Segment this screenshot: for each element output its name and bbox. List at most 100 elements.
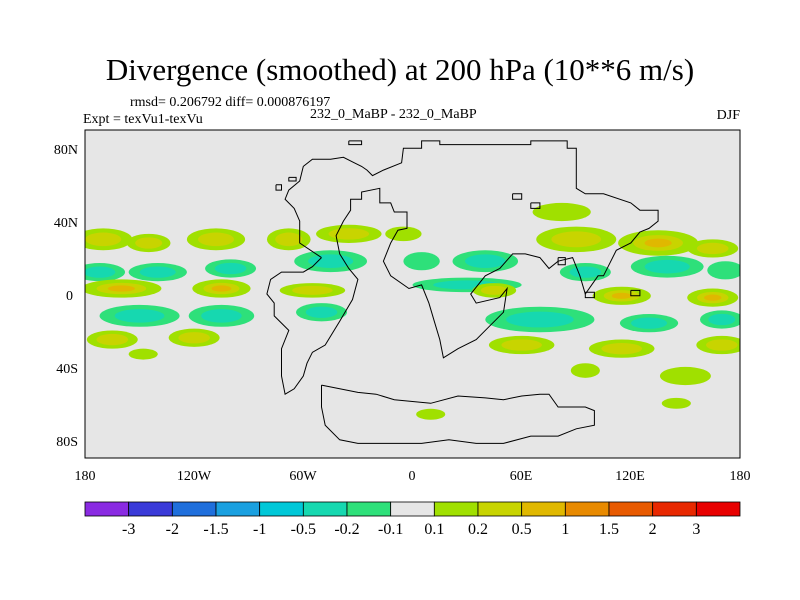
contour-level	[214, 262, 247, 275]
coastline-island	[348, 140, 363, 146]
contour-blob	[687, 239, 739, 258]
contour-level	[532, 202, 591, 222]
colorbar-swatch	[259, 501, 304, 517]
coastline-antarctica	[321, 384, 595, 444]
contour-level	[569, 266, 602, 278]
colorbar-label: -0.5	[291, 521, 316, 538]
colorbar-swatch	[652, 501, 697, 517]
season-text: DJF	[716, 108, 740, 123]
contour-level	[139, 266, 176, 278]
colorbar-swatch	[346, 501, 392, 517]
contour-level	[570, 363, 600, 378]
latitude-axis: 80N 40N 0 40S 80S	[54, 143, 78, 450]
colorbar-label: 3	[692, 521, 700, 538]
contour-blob	[532, 202, 591, 222]
contour-level	[551, 231, 602, 248]
colorbar-swatch	[477, 501, 523, 517]
contour-blob	[570, 363, 600, 378]
contour-blob	[536, 226, 617, 253]
contour-level	[178, 332, 210, 344]
contour-blob	[661, 397, 691, 409]
contour-level	[114, 309, 165, 323]
contour-level	[416, 408, 446, 420]
period-text: 232_0_MaBP - 232_0_MaBP	[310, 107, 477, 122]
contour-blob	[630, 255, 704, 278]
coastline-island	[512, 193, 523, 200]
contour-level	[328, 228, 370, 240]
contour-blob	[128, 263, 187, 282]
contour-level	[211, 285, 232, 292]
contour-level	[85, 266, 116, 278]
colorbar-label: -1	[253, 521, 266, 538]
contour-level	[464, 254, 506, 268]
contour-blob	[186, 228, 246, 251]
contour-blob	[452, 250, 519, 273]
contour-blob	[588, 339, 655, 358]
coastline-island	[275, 184, 282, 191]
colorbar-label: 0.5	[512, 521, 532, 538]
contour-blob	[266, 228, 311, 251]
lat-tick-0: 0	[66, 289, 73, 304]
lon-tick-120W: 120W	[177, 469, 212, 484]
colorbar-swatch	[433, 501, 479, 517]
contour-level	[704, 294, 722, 301]
contour-blob	[559, 263, 611, 282]
contour-level	[707, 261, 740, 280]
map-title: Divergence (smoothed) at 200 hPa (10**6 …	[105, 52, 695, 87]
contour-blob	[296, 303, 347, 322]
contour-blob	[294, 250, 368, 273]
contour-blob	[696, 335, 740, 355]
contour-level	[659, 366, 711, 386]
contour-blob	[205, 259, 257, 278]
contour-level	[201, 309, 242, 323]
contour-level	[611, 292, 632, 299]
contour-blob	[699, 310, 740, 329]
colorbar-label: 0.1	[424, 521, 444, 538]
colorbar-label: 1	[561, 521, 569, 538]
contour-level	[292, 285, 333, 295]
contour-level	[644, 238, 672, 248]
colorbar-label: 1.5	[599, 521, 619, 538]
coastline-main	[266, 140, 659, 395]
contour-blob	[126, 233, 171, 253]
experiment-text: Expt = texVu1-texVu	[83, 112, 203, 127]
contour-level	[501, 339, 542, 351]
coastline-island	[288, 176, 297, 182]
contour-blob	[316, 224, 382, 243]
lon-tick-180w: 180	[75, 469, 96, 484]
lat-tick-40N: 40N	[54, 216, 78, 231]
colorbar-swatch	[521, 501, 566, 517]
contour-level	[128, 348, 158, 360]
colorbar-label: -3	[122, 521, 135, 538]
contour-level	[308, 254, 354, 268]
contour-blob	[85, 263, 126, 282]
contour-level	[644, 259, 690, 274]
contour-level	[708, 313, 736, 326]
contour-blob	[592, 286, 651, 305]
colorbar-label: -0.2	[334, 521, 359, 538]
colorbar-swatch	[302, 501, 348, 517]
contour-blob	[128, 348, 158, 360]
contour-blob	[85, 279, 162, 298]
colorbar-label: 0.2	[468, 521, 488, 538]
colorbar-label: -1.5	[203, 521, 228, 538]
colorbar-swatch	[390, 501, 435, 517]
contour-level	[630, 317, 668, 329]
contour-blob	[86, 330, 138, 349]
contour-blob	[188, 304, 255, 327]
lat-tick-80S: 80S	[56, 435, 78, 450]
colorbar: -3 -2 -1.5 -1 -0.5 -0.2 -0.1 0.1 0.2 0.5 1 1.5 2 3	[84, 501, 741, 538]
contour-level	[305, 306, 338, 318]
contour-level	[661, 397, 691, 409]
colorbar-label: -2	[166, 521, 179, 538]
longitude-axis: 180 120W 60W 0 60E 120E 180	[75, 469, 751, 484]
lon-tick-180e: 180	[730, 469, 751, 484]
contour-blob	[168, 328, 220, 347]
colorbar-swatch	[215, 501, 261, 517]
lon-tick-60W: 60W	[289, 469, 317, 484]
contour-level	[107, 285, 135, 292]
contour-blob	[618, 230, 699, 256]
colorbar-swatch	[608, 501, 654, 517]
lon-tick-120E: 120E	[615, 469, 645, 484]
